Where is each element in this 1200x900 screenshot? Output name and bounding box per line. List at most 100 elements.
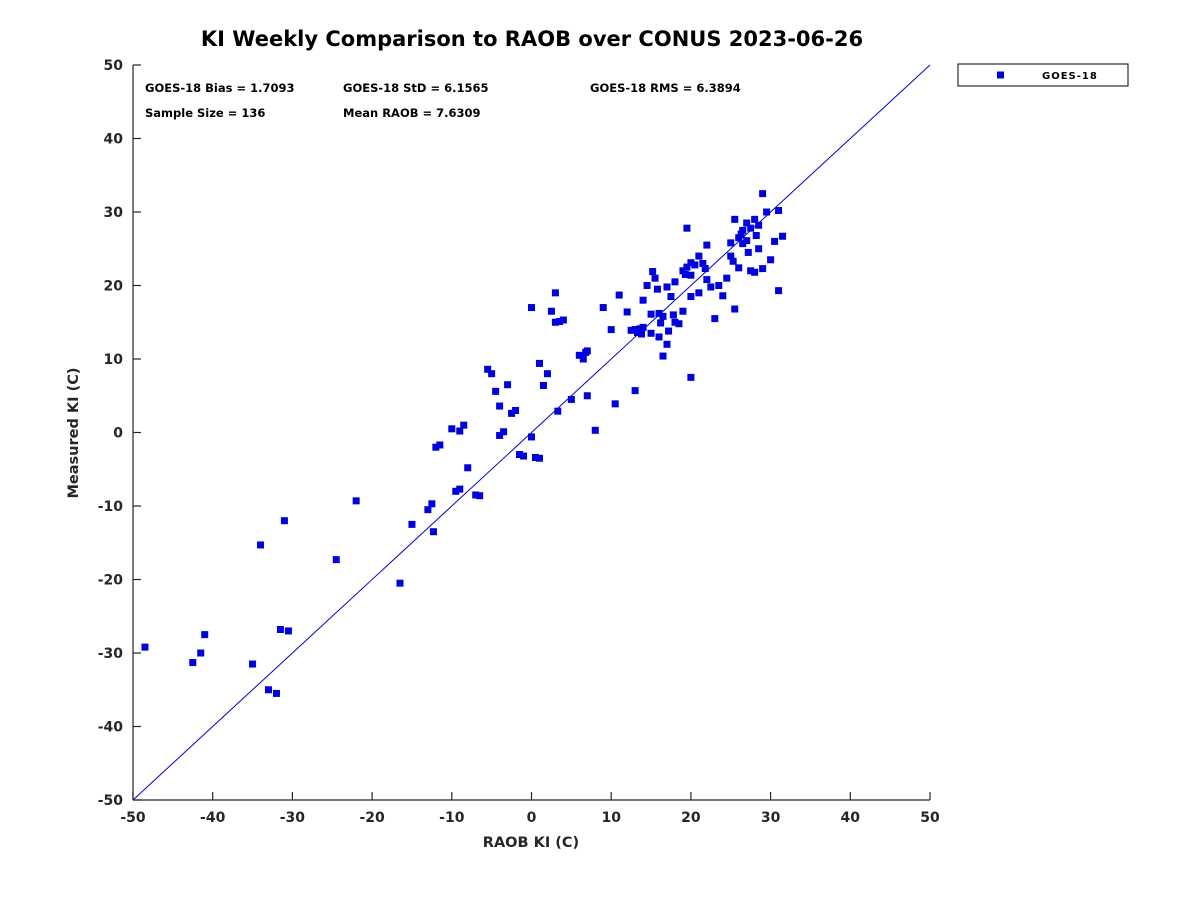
scatter-point (352, 497, 360, 505)
scatter-point (731, 215, 739, 223)
scatter-point (767, 256, 775, 264)
scatter-point (759, 265, 767, 273)
scatter-point (543, 370, 551, 378)
scatter-point (591, 426, 599, 434)
scatter-point (751, 215, 759, 223)
scatter-point (751, 268, 759, 276)
scatter-point (711, 315, 719, 323)
scatter-point (727, 239, 735, 247)
scatter-point (554, 407, 562, 415)
legend-label: GOES-18 (1042, 71, 1098, 82)
x-tick-label: 30 (761, 810, 781, 826)
scatter-point (627, 326, 635, 334)
scatter-point (679, 307, 687, 315)
scatter-point (615, 291, 623, 299)
scatter-point (715, 282, 723, 289)
legend-box (957, 63, 1129, 87)
scatter-point (735, 264, 743, 272)
x-tick-label: -10 (439, 810, 465, 826)
scatter-point (683, 224, 691, 232)
stat-rms: GOES-18 RMS = 6.3894 (590, 81, 741, 95)
one-to-one-reference-line (132, 64, 931, 801)
scatter-point (264, 686, 272, 694)
scatter-point (737, 230, 745, 238)
scatter-point (747, 224, 755, 232)
scatter-point (747, 267, 755, 275)
scatter-point (659, 352, 667, 360)
scatter-point (520, 452, 528, 460)
stat-sample-size: Sample Size = 136 (145, 106, 265, 120)
scatter-point (723, 274, 731, 282)
scatter-point (452, 487, 460, 495)
scatter-point (460, 421, 468, 429)
scatter-point (424, 506, 432, 514)
scatter-point (759, 190, 767, 198)
scatter-point (744, 248, 752, 256)
y-tick-label: 10 (104, 352, 124, 368)
scatter-point (687, 373, 695, 381)
stat-bias: GOES-18 Bias = 1.7093 (145, 81, 294, 95)
scatter-point (528, 433, 535, 441)
scatter-point (539, 381, 547, 389)
scatter-point (703, 276, 711, 284)
scatter-point (655, 333, 663, 341)
scatter-point (476, 492, 484, 500)
scatter-point (508, 409, 516, 417)
x-tick-label: -30 (280, 810, 306, 826)
scatter-point (681, 270, 689, 278)
scatter-point (456, 485, 464, 493)
scatter-point (535, 454, 543, 462)
x-tick-label: -20 (359, 810, 385, 826)
scatter-point (743, 237, 751, 245)
scatter-point (189, 659, 197, 667)
scatter-point (272, 689, 280, 697)
scatter-point (456, 427, 464, 435)
scatter-point (535, 359, 543, 367)
x-tick-label: 50 (920, 810, 940, 826)
x-tick-label: 0 (527, 810, 537, 826)
scatter-point (559, 316, 567, 324)
scatter-point (492, 387, 500, 395)
y-tick-label: -30 (98, 646, 124, 662)
scatter-point (583, 392, 591, 400)
x-tick-label: -50 (120, 810, 146, 826)
scatter-point (551, 318, 559, 326)
scatter-point (643, 282, 651, 289)
y-tick-label: 50 (104, 58, 124, 74)
scatter-point (575, 351, 583, 359)
scatter-point (752, 232, 760, 240)
scatter-point (396, 579, 404, 587)
scatter-point (432, 443, 440, 451)
scatter-point (679, 267, 687, 275)
scatter-point (496, 431, 504, 439)
scatter-point (779, 232, 787, 240)
scatter-point (583, 347, 591, 355)
scatter-point (607, 326, 615, 334)
scatter-point (763, 208, 771, 216)
scatter-point (647, 329, 655, 337)
y-tick-label: -20 (98, 573, 124, 589)
scatter-point (675, 320, 683, 328)
scatter-point (512, 406, 520, 414)
plot-area: -50 -40 -30 -20 -10 0 10 20 30 40 50 -50 -40 -30 -20 -1… (98, 58, 940, 826)
scatter-point (249, 660, 257, 668)
scatter-point (599, 304, 607, 312)
scatter-point (488, 370, 496, 378)
scatter-point (755, 245, 763, 253)
scatter-point (665, 327, 673, 335)
x-tick-label: 10 (601, 810, 621, 826)
scatter-point (428, 500, 436, 508)
scatter-point (201, 631, 209, 639)
x-tick-label: -40 (200, 810, 226, 826)
legend-marker-icon (997, 71, 1004, 79)
scatter-point (729, 257, 737, 265)
scatter-point (657, 319, 665, 327)
scatter-point (284, 627, 292, 635)
scatter-point (276, 625, 284, 633)
scatter-point (484, 365, 492, 373)
scatter-point (669, 311, 677, 319)
scatter-point (528, 304, 535, 312)
scatter-point (464, 464, 472, 472)
scatter-point (631, 387, 639, 395)
